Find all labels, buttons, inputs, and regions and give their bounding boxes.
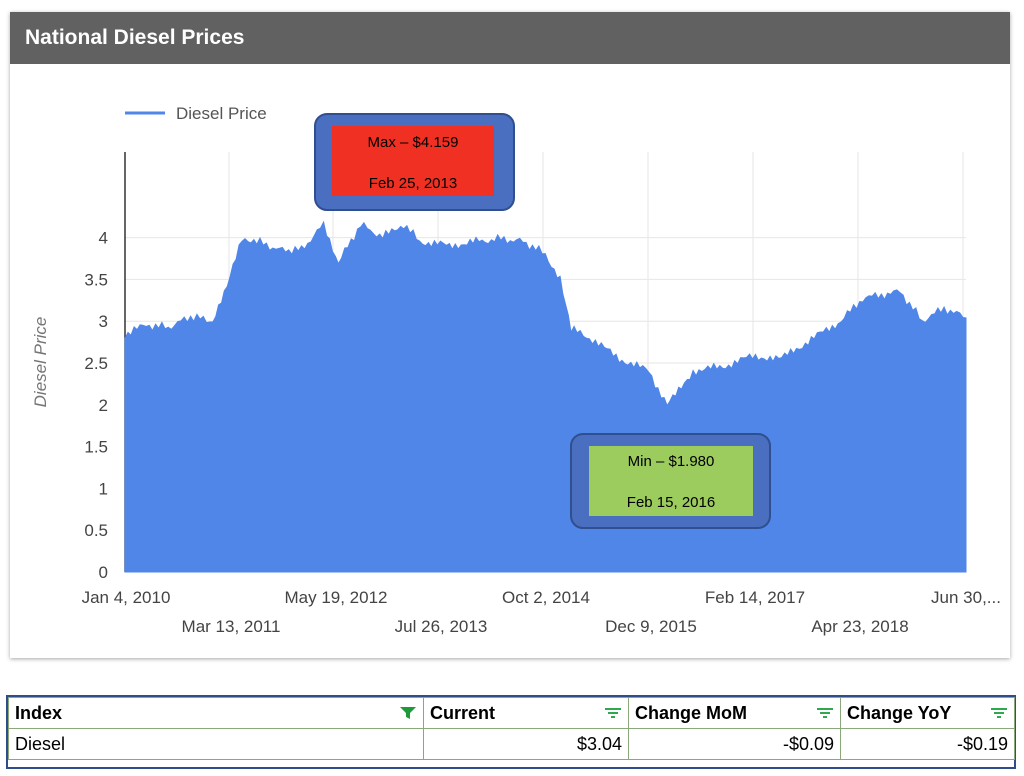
y-tick-label: 3 <box>99 312 108 331</box>
column-header-label: Index <box>15 702 63 723</box>
diesel-price-chart: 0 0.5 1 1.5 2 2.5 3 3.5 4 Jan 4, 2010 May 19, 201… <box>31 104 1001 636</box>
filter-icon[interactable] <box>604 706 622 720</box>
min-callout: Min – $1.980 Feb 15, 2016 <box>570 433 771 529</box>
column-header-change-yoy[interactable]: Change YoY <box>840 697 1015 729</box>
cell-change-mom: -$0.09 <box>628 728 841 760</box>
x-tick-label: Jul 26, 2013 <box>395 617 488 636</box>
x-tick-label: May 19, 2012 <box>284 588 387 607</box>
summary-table: Index Current Change <box>6 695 1016 769</box>
y-tick-label: 0 <box>99 563 108 582</box>
x-tick-label: Mar 13, 2011 <box>182 617 281 636</box>
y-axis-label: Diesel Price <box>31 317 50 408</box>
card-title: National Diesel Prices <box>25 26 245 49</box>
table-header-row: Index Current Change <box>8 697 1015 729</box>
x-tick-label: Oct 2, 2014 <box>502 588 590 607</box>
filter-icon[interactable] <box>990 706 1008 720</box>
legend: Diesel Price <box>125 104 267 123</box>
column-header-label: Current <box>430 702 496 723</box>
y-tick-label: 4 <box>99 229 108 248</box>
x-tick-label: Dec 9, 2015 <box>605 617 697 636</box>
max-callout-date: Feb 25, 2013 <box>369 175 457 192</box>
y-tick-label: 1.5 <box>84 438 108 457</box>
max-callout-value: Max – $4.159 <box>368 134 459 151</box>
legend-label: Diesel Price <box>176 104 267 123</box>
y-tick-label: 1 <box>99 479 108 498</box>
x-axis-ticks: Jan 4, 2010 May 19, 2012 Oct 2, 2014 Feb 14… <box>82 588 1001 636</box>
filter-active-icon[interactable] <box>399 706 417 720</box>
filter-icon[interactable] <box>816 706 834 720</box>
max-callout: Max – $4.159 Feb 25, 2013 <box>314 113 515 211</box>
cell-index: Diesel <box>8 728 424 760</box>
x-tick-label: Apr 23, 2018 <box>811 617 908 636</box>
column-header-change-mom[interactable]: Change MoM <box>628 697 841 729</box>
x-tick-label: Jan 4, 2010 <box>82 588 171 607</box>
column-header-current[interactable]: Current <box>423 697 629 729</box>
min-callout-date: Feb 15, 2016 <box>627 494 715 511</box>
series-layer <box>124 220 967 573</box>
card-header: National Diesel Prices <box>10 12 1010 64</box>
y-tick-label: 2.5 <box>84 354 108 373</box>
y-tick-label: 2 <box>99 396 108 415</box>
y-tick-label: 0.5 <box>84 521 108 540</box>
max-callout-box <box>332 126 494 196</box>
min-callout-box <box>589 446 753 516</box>
cell-current: $3.04 <box>423 728 629 760</box>
y-axis-ticks: 0 0.5 1 1.5 2 2.5 3 3.5 4 <box>84 229 108 582</box>
column-header-index[interactable]: Index <box>8 697 424 729</box>
series-area-diesel-price <box>124 220 967 573</box>
y-tick-label: 3.5 <box>84 270 108 289</box>
x-tick-label: Jun 30,... <box>931 588 1001 607</box>
column-header-label: Change MoM <box>635 702 747 723</box>
cell-change-yoy: -$0.19 <box>840 728 1015 760</box>
table-row: Diesel $3.04 -$0.09 -$0.19 <box>8 728 1015 760</box>
column-header-label: Change YoY <box>847 702 952 723</box>
x-tick-label: Feb 14, 2017 <box>705 588 805 607</box>
min-callout-value: Min – $1.980 <box>628 453 715 470</box>
